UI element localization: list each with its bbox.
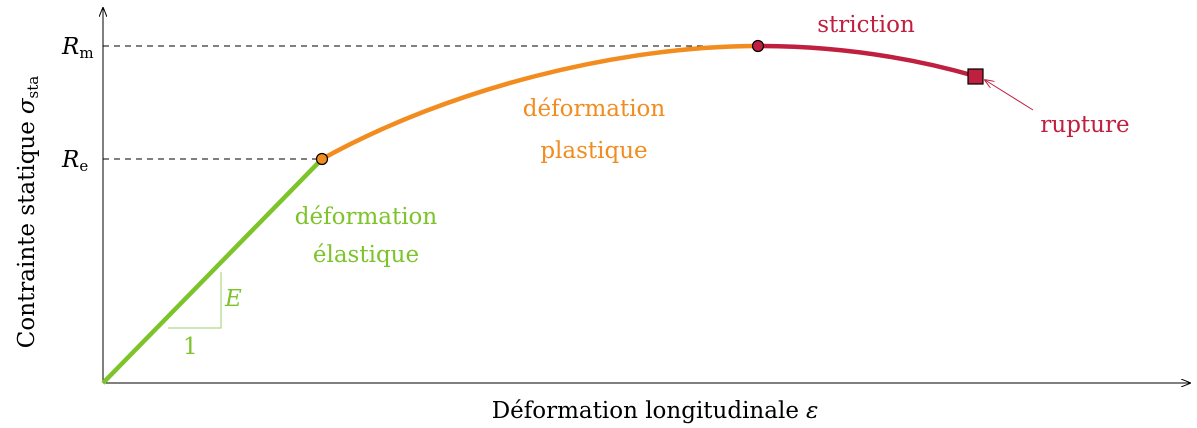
rupture-label: rupture [1040,112,1129,138]
x-label-text: Déformation longitudinale [492,398,799,424]
striction-label: striction [817,12,915,38]
slope-rise: E [224,286,242,312]
y-sub: sta [24,76,42,99]
rm-symbol: R [61,34,79,60]
rupture-point [967,68,984,85]
elastic-curve [101,157,324,385]
re-sub: e [79,157,88,175]
rupture-arrow [985,80,1034,111]
elastic-label-1: déformation [295,204,438,230]
y-symbol: σ [14,97,40,114]
rm-label: Rm [61,34,94,62]
plastic-curve [320,43,759,161]
elastic-label-2: élastique [313,242,419,268]
re-symbol: R [61,147,79,173]
y-label-text: Contrainte statique [14,121,40,348]
yield-point [315,152,329,166]
re-label: Re [61,147,88,175]
max-point [751,39,765,53]
rm-sub: m [79,44,93,62]
plastic-label-2: plastique [540,138,647,164]
plastic-label-1: déformation [523,96,666,122]
x-symbol: ε [806,398,818,424]
striction-curve [757,43,976,79]
slope-triangle [168,272,222,329]
y-axis-label: Contrainte statique σsta [14,76,42,348]
slope-run: 1 [183,334,198,360]
x-axis-label: Déformation longitudinale ε [492,398,819,424]
